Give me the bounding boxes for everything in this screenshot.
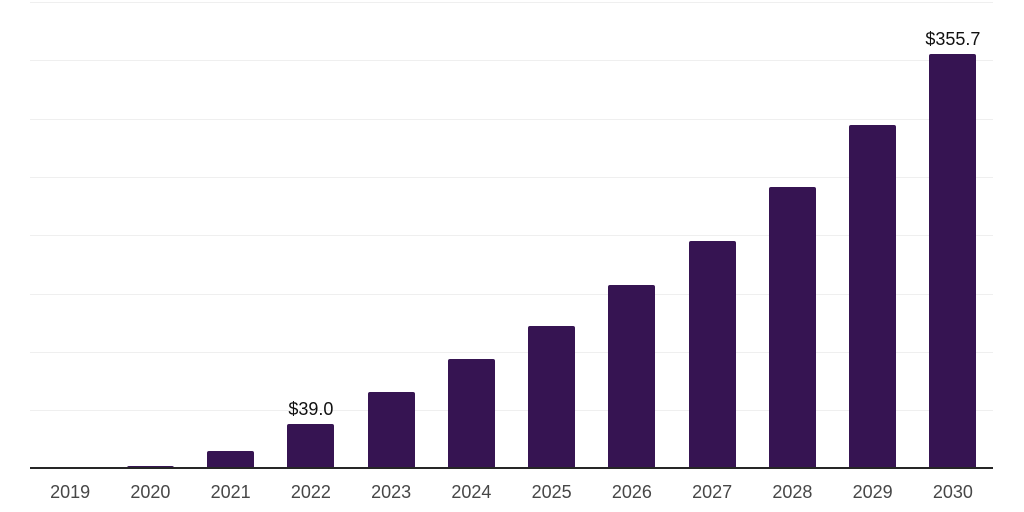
x-axis-line [30,467,993,469]
bar-2021 [207,450,255,469]
gridline-150 [30,293,993,295]
gridline-300 [30,118,993,120]
bar-2026 [608,285,656,469]
x-tick-2021: 2021 [210,482,251,502]
gridline-250 [30,176,993,178]
x-tick-2023: 2023 [371,482,412,502]
x-axis-tick-labels: 2019 2020 2021 2022 2023 2024 2025 2026 2027 2028… [30,482,993,503]
gridline-350 [30,60,993,62]
x-tick-2030: 2030 [932,482,973,502]
x-tick-2027: 2027 [692,482,733,502]
x-tick-2026: 2026 [611,482,652,502]
x-tick-2029: 2029 [852,482,893,502]
x-tick-2025: 2025 [531,482,572,502]
x-tick-2022: 2022 [290,482,331,502]
bar-2023 [367,392,415,469]
bar-2029 [849,125,897,469]
x-tick-2028: 2028 [772,482,813,502]
plot-area: $39.0 $355.7 [30,0,993,469]
gridline-50 [30,410,993,412]
x-tick-2020: 2020 [130,482,171,502]
bar-2028 [768,187,816,469]
gridline-200 [30,235,993,237]
bar-2022 [287,423,335,469]
gridline-100 [30,351,993,353]
bar-2030 [929,54,977,469]
data-label-2022: $39.0 [288,398,334,419]
bar-2025 [528,326,576,469]
data-label-2030: $355.7 [925,29,981,50]
x-tick-2019: 2019 [50,482,91,502]
gridline-400 [30,2,993,3]
bar-2027 [688,241,736,469]
x-tick-2024: 2024 [451,482,492,502]
bar-2024 [447,359,495,469]
